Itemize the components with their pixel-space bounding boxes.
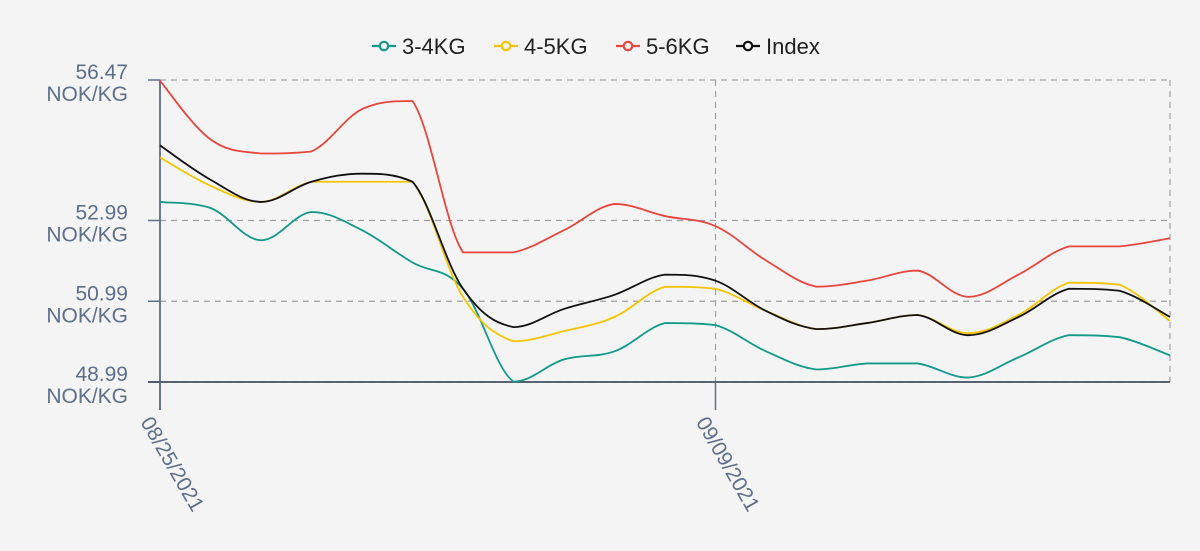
- legend-swatch-marker: [622, 40, 634, 52]
- series-line-5-6kg: [159, 80, 1171, 298]
- y-tick-value: 48.99: [75, 363, 128, 386]
- y-tick-unit: NOK/KG: [46, 83, 128, 106]
- legend-label[interactable]: Index: [766, 34, 820, 59]
- legend-swatch-marker: [500, 40, 512, 52]
- legend-label[interactable]: 3-4KG: [402, 34, 466, 59]
- y-axis-ticks: 56.47NOK/KG52.99NOK/KG50.99NOK/KG48.99NO…: [46, 61, 128, 408]
- y-tick-value: 50.99: [75, 282, 128, 305]
- y-tick-unit: NOK/KG: [46, 304, 128, 327]
- axes: [148, 79, 1170, 410]
- y-tick-value: 56.47: [75, 61, 128, 84]
- y-tick-unit: NOK/KG: [46, 224, 128, 247]
- legend-label[interactable]: 4-5KG: [524, 34, 588, 59]
- grid: [159, 79, 1171, 383]
- x-tick-label: 08/25/2021: [136, 413, 208, 516]
- series-line-4-5kg: [159, 156, 1171, 343]
- series-lines: [159, 80, 1171, 383]
- legend: 3-4KG 4-5KG 5-6KG Index: [372, 34, 820, 59]
- y-tick-value: 52.99: [75, 202, 128, 225]
- legend-swatch-marker: [378, 40, 390, 52]
- legend-swatch-marker: [742, 40, 754, 52]
- legend-label[interactable]: 5-6KG: [646, 34, 710, 59]
- series-line-3-4kg: [159, 201, 1171, 383]
- y-tick-unit: NOK/KG: [46, 385, 128, 408]
- x-axis-ticks: 08/25/2021 09/09/2021: [136, 413, 764, 516]
- series-line-index: [159, 144, 1171, 337]
- x-tick-label: 09/09/2021: [691, 413, 763, 516]
